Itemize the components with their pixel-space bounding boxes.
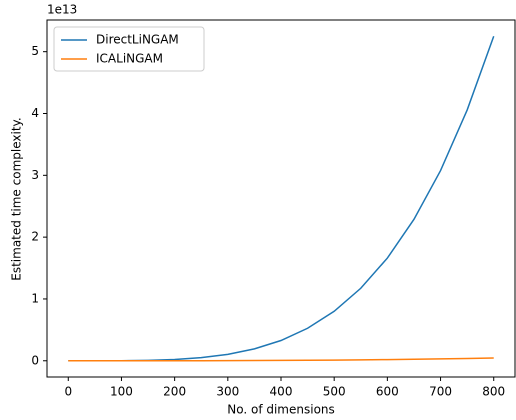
y-axis-label: Estimated time complexity. [10, 117, 24, 280]
x-tick-label: 0 [64, 385, 72, 399]
x-tick-label: 200 [163, 385, 186, 399]
y-tick-label: 2 [31, 230, 39, 244]
y-tick-label: 4 [31, 106, 39, 120]
legend: DirectLiNGAM ICALiNGAM [53, 26, 205, 72]
x-tick-label: 700 [429, 385, 452, 399]
y-tick-label: 0 [31, 353, 39, 367]
y-offset-label: 1e13 [47, 3, 77, 17]
series-line [68, 357, 494, 362]
x-tick-label: 600 [376, 385, 399, 399]
y-tick-label: 3 [31, 168, 39, 182]
plot-frame [46, 19, 516, 378]
legend-box [53, 26, 205, 72]
x-tick-label: 100 [110, 385, 133, 399]
series-line [68, 35, 495, 362]
legend-label: DirectLiNGAM [96, 33, 179, 47]
y-tick-label: 5 [31, 44, 39, 58]
legend-label: ICALiNGAM [96, 52, 163, 66]
x-tick-label: 800 [482, 385, 505, 399]
x-axis-label: No. of dimensions [227, 403, 335, 417]
x-tick-label: 300 [216, 385, 239, 399]
x-tick-label: 500 [323, 385, 346, 399]
y-tick-label: 1 [31, 291, 39, 305]
x-tick-label: 400 [270, 385, 293, 399]
